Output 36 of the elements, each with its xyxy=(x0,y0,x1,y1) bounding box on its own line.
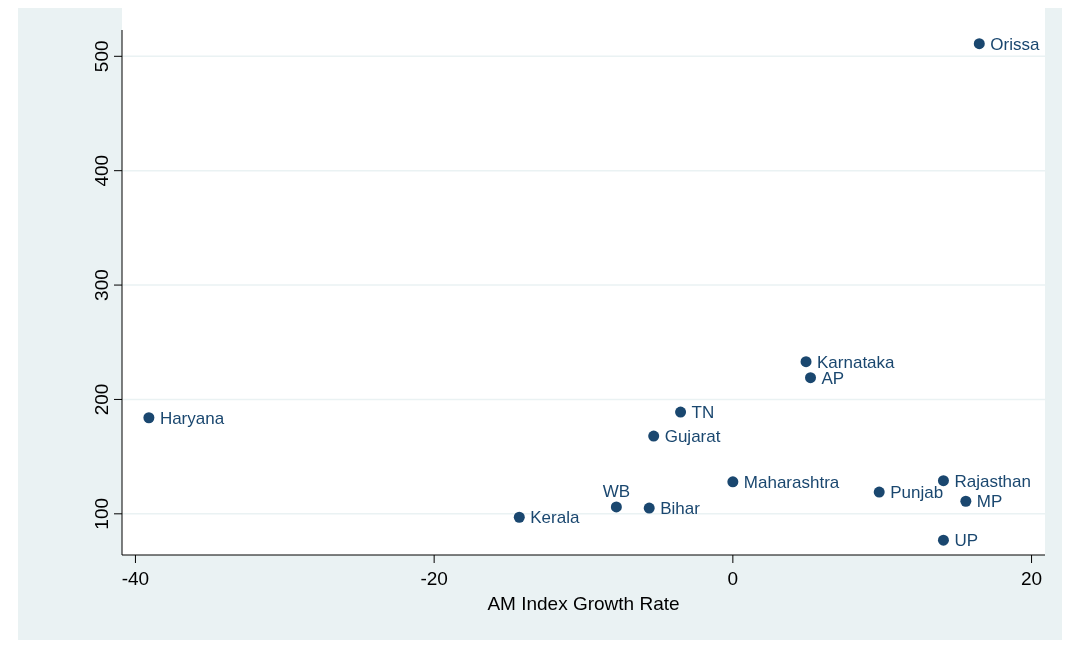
text: MP xyxy=(976,492,1003,512)
y-tick-label: 200 xyxy=(91,383,112,416)
text: Punjab xyxy=(890,483,944,503)
point xyxy=(513,511,525,523)
text: Gujarat xyxy=(664,427,721,447)
point xyxy=(973,38,985,50)
point xyxy=(610,501,622,513)
x-tick-label: -20 xyxy=(420,568,448,589)
text: Bihar xyxy=(660,499,700,519)
point xyxy=(648,430,660,442)
text: TN xyxy=(691,403,715,423)
point xyxy=(805,372,817,384)
x-tick-label: 0 xyxy=(727,568,739,589)
text: Kerala xyxy=(530,508,580,528)
y-tick-label: 100 xyxy=(91,497,112,530)
text: UP xyxy=(954,531,979,551)
point xyxy=(727,476,739,488)
text: Rajasthan xyxy=(954,471,1031,491)
point xyxy=(960,495,972,507)
y-tick-label: 400 xyxy=(91,154,112,187)
point xyxy=(937,534,949,546)
y-tick-label: 500 xyxy=(91,40,112,73)
point xyxy=(643,502,655,514)
point xyxy=(937,475,949,487)
point xyxy=(675,406,687,418)
y-tick-label: 300 xyxy=(91,269,112,301)
point xyxy=(143,412,155,424)
point xyxy=(873,486,885,498)
point xyxy=(800,356,812,368)
text: WB xyxy=(602,481,631,501)
x-tick-label: 20 xyxy=(1020,568,1043,589)
x-tick-label: -40 xyxy=(121,568,150,589)
x-axis-title: AM Index Growth Rate xyxy=(487,593,680,614)
text: Orissa xyxy=(990,34,1040,54)
text: Maharashtra xyxy=(743,472,840,492)
text: Haryana xyxy=(159,408,225,428)
